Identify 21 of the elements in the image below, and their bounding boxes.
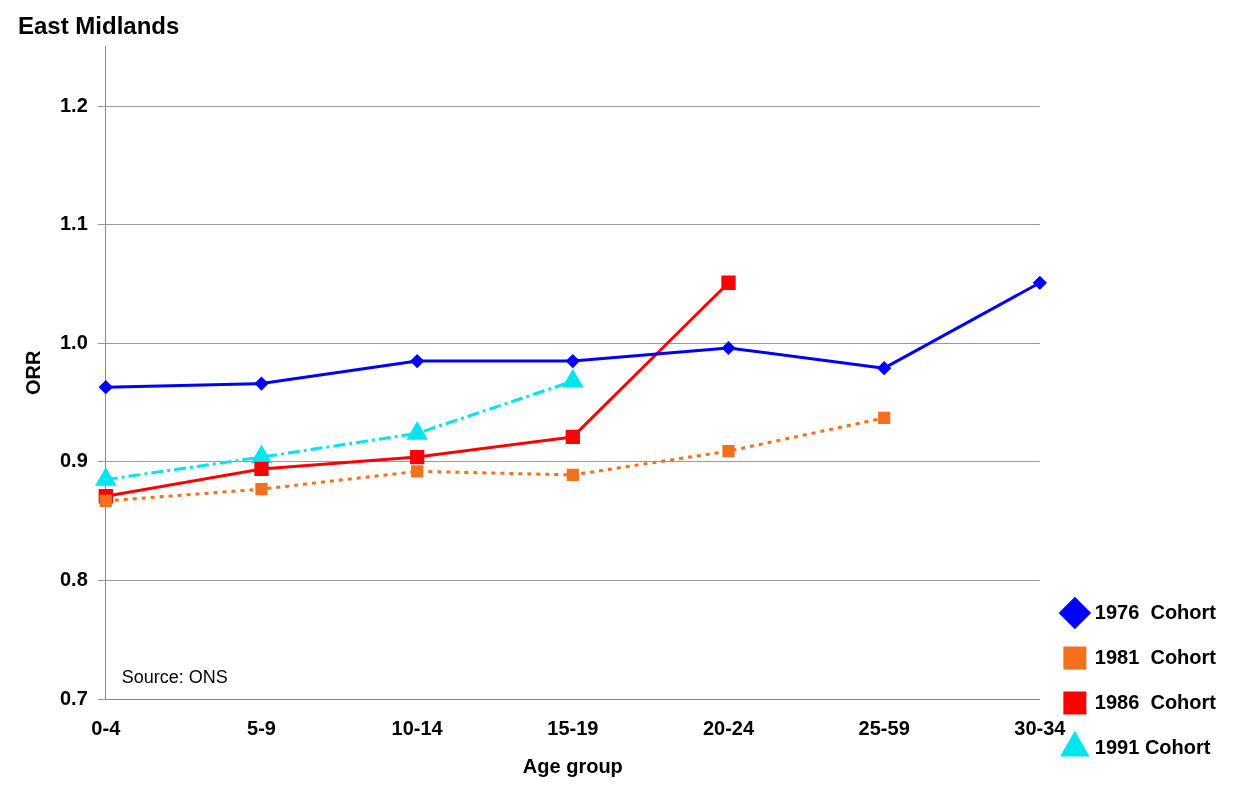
x-tick-label: 0-4 [91, 716, 122, 739]
x-tick-label: 30-34 [1014, 716, 1067, 739]
y-tick-label: 0.9 [59, 449, 88, 472]
y-tick-label: 1.2 [59, 93, 88, 116]
legend-label: 1976 Cohort [1094, 600, 1217, 623]
y-axis-title: ORR [21, 350, 44, 396]
chart-title: East Midlands [18, 12, 180, 40]
x-tick-label: 15-19 [547, 716, 599, 739]
legend-label: 1991 Cohort [1094, 735, 1211, 758]
y-tick-label: 1.0 [59, 330, 88, 353]
x-axis-title: Age group [522, 754, 623, 777]
legend-label: 1981 Cohort [1094, 645, 1217, 668]
y-tick-label: 0.7 [59, 686, 88, 709]
legend-label: 1986 Cohort [1094, 690, 1217, 713]
annotation: Source: ONS [121, 666, 228, 687]
x-tick-label: 25-59 [858, 716, 910, 739]
y-tick-label: 1.1 [59, 212, 88, 235]
y-tick-label: 0.8 [59, 567, 88, 590]
x-tick-label: 5-9 [247, 716, 276, 739]
x-tick-label: 20-24 [702, 716, 755, 739]
x-tick-label: 10-14 [391, 716, 444, 739]
